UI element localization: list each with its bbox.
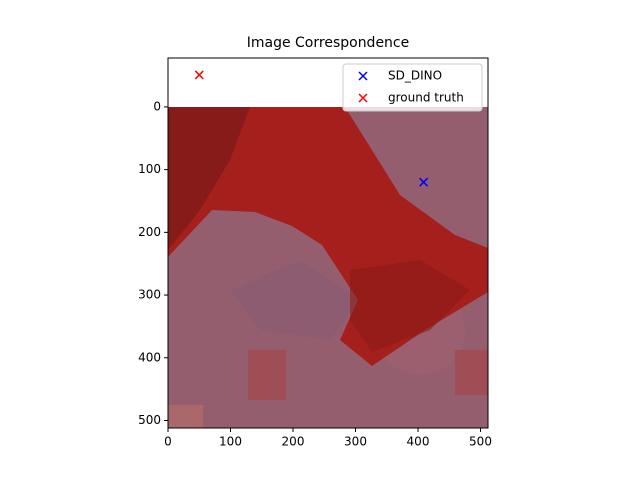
y-tick-label: 0	[153, 99, 161, 113]
x-tick-label: 100	[219, 435, 242, 449]
y-tick-label: 400	[138, 350, 161, 364]
y-tick-label: 200	[138, 225, 161, 239]
chart-title: Image Correspondence	[247, 35, 410, 51]
x-tick-label: 400	[407, 435, 430, 449]
point	[194, 70, 204, 80]
y-tick-label: 500	[138, 413, 161, 427]
x-tick-label: 500	[469, 435, 492, 449]
axes-frame	[167, 57, 489, 429]
legend-marker	[358, 71, 368, 81]
legend-marker	[358, 93, 368, 103]
y-tick-label: 300	[138, 288, 161, 302]
background-image	[168, 107, 488, 428]
y-tick-label: 100	[138, 162, 161, 176]
legend-label: SD_DINO	[388, 69, 442, 83]
x-tick-label: 0	[164, 435, 172, 449]
legend-label: ground truth	[388, 91, 464, 105]
x-tick-label: 200	[282, 435, 305, 449]
point	[419, 177, 429, 187]
legend	[342, 63, 483, 112]
legend-box	[342, 63, 483, 112]
x-tick-label: 300	[344, 435, 367, 449]
